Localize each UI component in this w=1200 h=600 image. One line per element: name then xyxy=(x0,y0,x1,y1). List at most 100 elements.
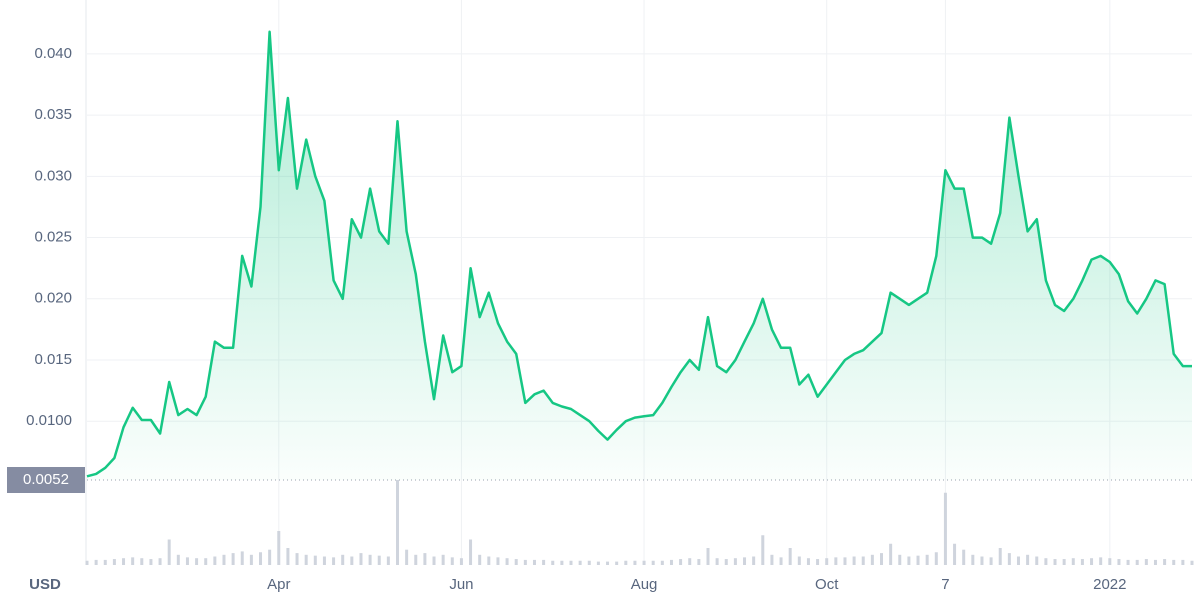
x-tick-label: 2022 xyxy=(1093,576,1126,593)
volume-bar xyxy=(313,555,317,565)
volume-bar xyxy=(85,560,89,565)
volume-bar xyxy=(176,554,180,565)
volume-bar xyxy=(752,556,756,565)
volume-bar xyxy=(240,551,244,565)
volume-bar xyxy=(688,558,692,565)
volume-bar xyxy=(880,553,884,565)
y-tick-label: 0.0100 xyxy=(26,412,72,429)
volume-bar xyxy=(1172,559,1176,565)
volume-bar xyxy=(569,560,573,565)
volume-bar xyxy=(167,539,171,565)
volume-bar xyxy=(1144,559,1148,565)
volume-bar xyxy=(724,559,728,565)
volume-bar xyxy=(332,557,336,565)
volume-bar xyxy=(907,556,911,565)
volume-bar xyxy=(953,543,957,565)
volume-bar xyxy=(1163,559,1167,565)
volume-bar xyxy=(1007,553,1011,565)
volume-bar xyxy=(1044,558,1048,565)
volume-bar xyxy=(1026,554,1030,565)
volume-bar xyxy=(423,553,427,565)
volume-bar xyxy=(788,548,792,565)
price-line xyxy=(86,30,1192,478)
volume-bar xyxy=(478,554,482,565)
volume-bar xyxy=(140,558,144,565)
volume-bar xyxy=(1071,558,1075,565)
volume-bar xyxy=(1126,559,1130,565)
volume-bar xyxy=(943,492,947,565)
y-tick-label: 0.0052 xyxy=(23,471,69,488)
volume-bar xyxy=(551,560,555,565)
volume-bar xyxy=(386,556,390,565)
volume-bar xyxy=(779,557,783,565)
volume-bar xyxy=(122,558,126,565)
volume-bar xyxy=(989,557,993,565)
x-tick-label: 7 xyxy=(941,576,949,593)
volume-bar xyxy=(459,558,463,565)
x-tick-label: Oct xyxy=(815,576,839,593)
volume-bar xyxy=(1099,557,1103,565)
volume-bar xyxy=(1108,558,1112,565)
volume-bar xyxy=(806,558,810,565)
volume-bar xyxy=(1080,559,1084,565)
volume-bar xyxy=(889,543,893,565)
volume-bar xyxy=(587,560,591,565)
volume-bar xyxy=(1016,556,1020,565)
volume-bar xyxy=(980,556,984,565)
volume-bar xyxy=(94,559,98,565)
volume-bar xyxy=(377,555,381,565)
volume-bar xyxy=(103,559,107,565)
volume-bar xyxy=(532,559,536,565)
volume-bar xyxy=(743,557,747,565)
volume-bar xyxy=(268,549,272,565)
volume-bar xyxy=(112,559,116,565)
volume-bar xyxy=(368,554,372,565)
volume-bar xyxy=(204,558,208,565)
volume-bar xyxy=(542,559,546,565)
axis-unit: USD xyxy=(29,576,61,593)
volume-bar xyxy=(432,556,436,565)
volume-bar xyxy=(971,554,975,565)
y-tick-label: 0.025 xyxy=(34,229,72,246)
x-tick-label: Jun xyxy=(449,576,473,593)
volume-bar xyxy=(350,556,354,565)
volume-bar xyxy=(669,559,673,565)
volume-bar xyxy=(414,554,418,565)
volume-bar xyxy=(651,560,655,565)
volume-bar xyxy=(870,554,874,565)
volume-bar xyxy=(834,557,838,565)
y-tick-label: 0.020 xyxy=(34,290,72,307)
volume-bar xyxy=(816,559,820,565)
volume-bar xyxy=(395,480,399,565)
volume-bar xyxy=(642,560,646,565)
current-price-box xyxy=(7,467,85,493)
y-tick-label: 0.040 xyxy=(34,45,72,62)
volume-bar xyxy=(1117,559,1121,565)
volume-bar xyxy=(1090,558,1094,565)
volume-bar xyxy=(825,558,829,565)
x-tick-label: Apr xyxy=(267,576,290,593)
volume-bar xyxy=(158,558,162,565)
volume-bar xyxy=(861,556,865,565)
volume-bar xyxy=(843,557,847,565)
volume-bar xyxy=(213,556,217,565)
volume-bar xyxy=(496,557,500,565)
volume-bar xyxy=(1053,559,1057,565)
volume-bar xyxy=(249,554,253,565)
volume-bar xyxy=(514,559,518,565)
x-tick-label: Aug xyxy=(631,576,658,593)
volume-bar xyxy=(679,559,683,565)
volume-bar xyxy=(149,559,153,565)
volume-bar xyxy=(1062,559,1066,565)
volume-bar xyxy=(624,560,628,565)
volume-bar xyxy=(925,554,929,565)
volume-bar xyxy=(341,554,345,565)
volume-bar xyxy=(322,556,326,565)
volume-bar xyxy=(1181,559,1185,565)
volume-bar xyxy=(596,561,600,565)
volume-bar xyxy=(770,554,774,565)
volume-bar xyxy=(615,561,619,565)
volume-bar xyxy=(195,558,199,565)
